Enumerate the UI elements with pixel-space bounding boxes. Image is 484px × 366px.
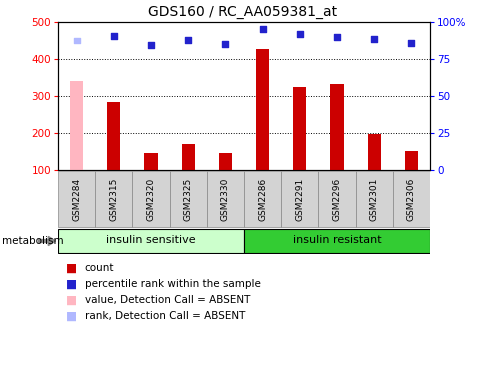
Bar — [293, 87, 306, 170]
Text: GSM2306: GSM2306 — [406, 177, 415, 221]
Text: insulin sensitive: insulin sensitive — [106, 235, 196, 246]
Bar — [404, 151, 417, 170]
FancyBboxPatch shape — [318, 171, 355, 227]
Point — [221, 41, 229, 47]
Text: GSM2301: GSM2301 — [369, 177, 378, 221]
FancyBboxPatch shape — [132, 171, 169, 227]
Text: GDS160 / RC_AA059381_at: GDS160 / RC_AA059381_at — [148, 5, 336, 19]
Point — [110, 33, 118, 39]
Point — [407, 40, 414, 46]
Point — [295, 31, 303, 37]
Text: GSM2286: GSM2286 — [257, 178, 267, 221]
Bar — [70, 81, 83, 170]
FancyBboxPatch shape — [243, 171, 281, 227]
Text: count: count — [85, 263, 114, 273]
Point — [73, 38, 80, 44]
Text: rank, Detection Call = ABSENT: rank, Detection Call = ABSENT — [85, 311, 245, 321]
Bar — [107, 101, 120, 170]
FancyBboxPatch shape — [58, 229, 243, 253]
FancyBboxPatch shape — [281, 171, 318, 227]
Bar — [330, 84, 343, 170]
FancyBboxPatch shape — [355, 171, 392, 227]
FancyBboxPatch shape — [392, 171, 429, 227]
Text: GSM2296: GSM2296 — [332, 178, 341, 221]
Text: percentile rank within the sample: percentile rank within the sample — [85, 279, 260, 289]
Point — [147, 42, 154, 48]
Text: ■: ■ — [65, 277, 76, 291]
Bar — [256, 49, 269, 170]
Text: ■: ■ — [65, 310, 76, 322]
Bar — [144, 153, 157, 170]
Text: ■: ■ — [65, 261, 76, 274]
Text: GSM2284: GSM2284 — [72, 178, 81, 221]
FancyBboxPatch shape — [206, 171, 243, 227]
Point — [258, 26, 266, 31]
Point — [370, 36, 378, 42]
Text: ■: ■ — [65, 294, 76, 306]
Text: GSM2330: GSM2330 — [220, 177, 229, 221]
Bar — [367, 134, 380, 170]
FancyBboxPatch shape — [95, 171, 132, 227]
Point — [333, 34, 340, 40]
FancyBboxPatch shape — [169, 171, 206, 227]
Bar — [218, 153, 231, 170]
Text: value, Detection Call = ABSENT: value, Detection Call = ABSENT — [85, 295, 250, 305]
Bar — [182, 144, 194, 170]
Text: GSM2315: GSM2315 — [109, 177, 118, 221]
Text: GSM2291: GSM2291 — [295, 178, 303, 221]
FancyBboxPatch shape — [243, 229, 429, 253]
Point — [184, 37, 192, 43]
Text: metabolism: metabolism — [2, 236, 64, 246]
Text: GSM2320: GSM2320 — [146, 178, 155, 221]
FancyBboxPatch shape — [58, 171, 95, 227]
Text: insulin resistant: insulin resistant — [292, 235, 380, 246]
Text: GSM2325: GSM2325 — [183, 178, 192, 221]
